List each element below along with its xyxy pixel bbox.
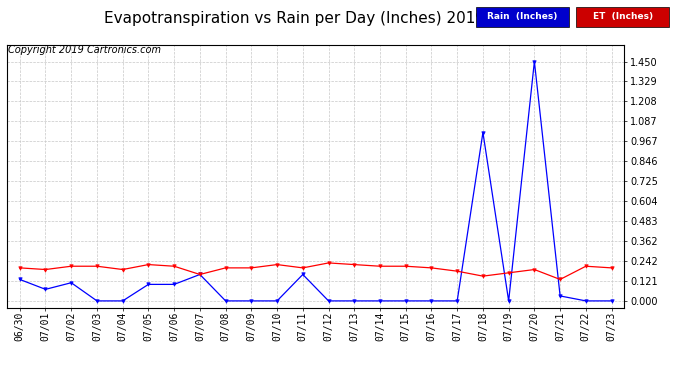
Text: ET  (Inches): ET (Inches) (593, 12, 653, 21)
Text: Copyright 2019 Cartronics.com: Copyright 2019 Cartronics.com (8, 45, 161, 55)
Text: Evapotranspiration vs Rain per Day (Inches) 20190724: Evapotranspiration vs Rain per Day (Inch… (104, 11, 524, 26)
Text: Rain  (Inches): Rain (Inches) (488, 12, 558, 21)
